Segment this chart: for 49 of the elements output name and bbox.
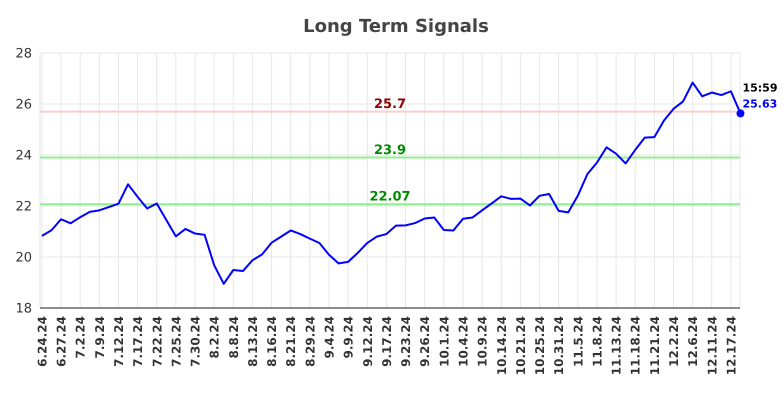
x-tick-label: 10.4.24 [456, 316, 470, 367]
x-tick-label: 11.5.24 [571, 316, 586, 367]
y-tick-label: 26 [15, 98, 32, 113]
x-tick-label: 9.23.24 [399, 316, 414, 367]
x-tick-label: 9.4.24 [322, 316, 337, 359]
x-tick-label: 8.8.24 [226, 316, 241, 359]
x-tick-label: 7.2.24 [74, 316, 88, 359]
x-tick-label: 8.13.24 [246, 316, 260, 367]
x-tick-label: 8.16.24 [265, 316, 280, 367]
ref-line-label: 23.9 [374, 142, 406, 158]
chart-title: Long Term Signals [302, 16, 490, 37]
y-tick-label: 18 [15, 302, 32, 317]
x-tick-label: 11.18.24 [628, 316, 643, 376]
x-tick-label: 9.9.24 [342, 316, 356, 359]
x-tick-label: 10.25.24 [533, 316, 548, 376]
x-tick-label: 7.25.24 [169, 316, 184, 367]
x-tick-label: 10.9.24 [476, 316, 490, 367]
x-tick-label: 8.21.24 [284, 316, 298, 367]
x-tick-label: 12.2.24 [667, 316, 682, 367]
y-tick-label: 28 [15, 46, 32, 62]
y-tick-label: 20 [15, 250, 32, 266]
x-tick-label: 6.24.24 [35, 316, 50, 367]
x-tick-label: 9.26.24 [418, 316, 432, 367]
x-tick-label: 11.8.24 [590, 316, 604, 367]
x-tick-label: 12.11.24 [705, 316, 720, 376]
x-tick-label: 10.31.24 [552, 316, 566, 376]
x-tick-label: 11.13.24 [610, 316, 624, 376]
x-tick-label: 12.6.24 [686, 316, 700, 367]
text: 15:59 [742, 81, 778, 94]
x-tick-label: 8.29.24 [303, 316, 318, 367]
x-tick-label: 7.9.24 [92, 316, 107, 359]
x-tick-label: 10.14.24 [494, 316, 509, 376]
x-tick-label: 9.12.24 [360, 316, 375, 367]
y-tick-label: 22 [15, 200, 32, 215]
ref-line-label: 22.07 [369, 189, 411, 204]
x-tick-label: 7.17.24 [131, 316, 146, 367]
x-tick-label: 7.12.24 [112, 316, 126, 367]
y-tick-label: 24 [15, 148, 32, 164]
x-tick-label: 8.2.24 [208, 316, 222, 359]
x-tick-label: 7.30.24 [188, 316, 203, 367]
x-tick-label: 12.17.24 [724, 316, 738, 376]
data-label: 25.63 [742, 97, 778, 110]
x-tick-label: 10.21.24 [514, 316, 528, 376]
x-tick-label: 7.22.24 [150, 316, 164, 367]
x-tick-label: 9.17.24 [380, 316, 394, 367]
x-tick-label: 10.1.24 [437, 316, 452, 367]
x-tick-label: 6.27.24 [54, 316, 69, 367]
x-tick-label: 11.21.24 [648, 316, 662, 376]
ref-line-label: 25.7 [374, 96, 406, 112]
